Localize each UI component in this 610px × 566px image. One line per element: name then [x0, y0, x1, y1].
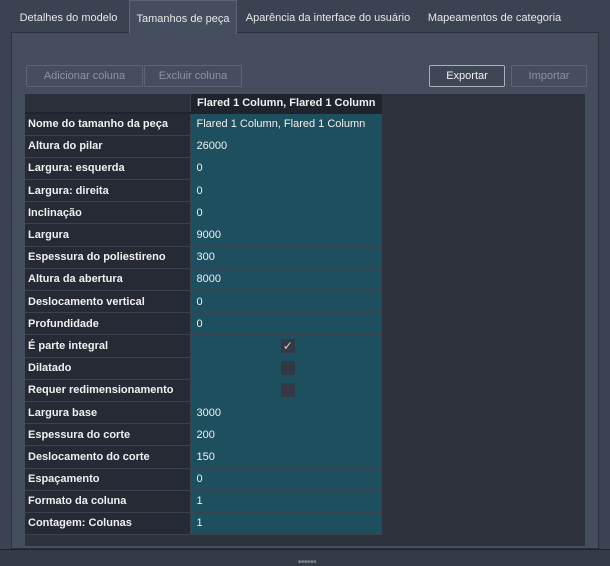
row-value[interactable]: 0 — [190, 290, 382, 314]
table-row: Nome do tamanho da peça Flared 1 Column, … — [25, 113, 382, 136]
row-value[interactable] — [190, 357, 382, 380]
checkbox-icon[interactable] — [280, 361, 295, 376]
table-row: Largura: esquerda 0 — [25, 157, 382, 181]
tab-category-mappings[interactable]: Mapeamentos de categoria — [427, 12, 562, 24]
row-label: Formato da coluna — [25, 490, 191, 513]
row-value[interactable]: 1 — [190, 512, 382, 536]
row-label: Largura: esquerda — [25, 157, 191, 181]
table-row: Formato da coluna 1 — [25, 490, 382, 513]
row-value[interactable]: ✓ — [190, 334, 382, 358]
row-value[interactable]: 9000 — [190, 223, 382, 247]
row-value[interactable]: 200 — [190, 423, 382, 447]
table-row: Deslocamento vertical 0 — [25, 290, 382, 314]
table-row: Altura da abertura 8000 — [25, 268, 382, 292]
row-value[interactable]: 26000 — [190, 135, 382, 158]
row-label: Requer redimensionamento — [25, 379, 191, 402]
row-value[interactable] — [190, 379, 382, 402]
row-value[interactable]: Flared 1 Column, Flared 1 Column — [190, 113, 382, 136]
row-label: Altura da abertura — [25, 268, 191, 292]
table-row: Largura base 3000 — [25, 401, 382, 425]
table-row: Largura: direita 0 — [25, 179, 382, 203]
properties-grid: Flared 1 Column, Flared 1 Column Nome do… — [25, 94, 585, 546]
table-row: Altura do pilar 26000 — [25, 135, 382, 158]
row-label: Espessura do poliestireno — [25, 246, 191, 269]
row-value[interactable]: 1 — [190, 490, 382, 513]
row-label: Deslocamento do corte — [25, 445, 191, 469]
table-row: Espaçamento 0 — [25, 468, 382, 491]
row-label: Espessura do corte — [25, 423, 191, 447]
row-value[interactable]: 3000 — [190, 401, 382, 425]
table-row: Espessura do poliestireno 300 — [25, 246, 382, 269]
table-row: Espessura do corte 200 — [25, 423, 382, 447]
table-row: Profundidade 0 — [25, 312, 382, 336]
import-button[interactable]: Importar — [511, 65, 587, 87]
row-value[interactable]: 300 — [190, 246, 382, 269]
delete-column-button[interactable]: Excluir coluna — [144, 65, 242, 87]
tab-ui-appearance[interactable]: Aparência da interface do usuário — [245, 12, 411, 24]
table-row: Dilatado — [25, 357, 382, 380]
table-row: Largura 9000 — [25, 223, 382, 247]
row-label: Largura — [25, 223, 191, 247]
row-label: Dilatado — [25, 357, 191, 380]
add-column-button[interactable]: Adicionar coluna — [26, 65, 143, 87]
table-row: Deslocamento do corte 150 — [25, 445, 382, 469]
tab-part-sizes[interactable]: Tamanhos de peça — [129, 0, 237, 34]
row-label: Profundidade — [25, 312, 191, 336]
export-button[interactable]: Exportar — [429, 65, 505, 87]
table-row: Contagem: Colunas 1 — [25, 512, 382, 536]
row-label: Inclinação — [25, 201, 191, 225]
row-label: Nome do tamanho da peça — [25, 113, 191, 136]
row-value[interactable]: 0 — [190, 157, 382, 181]
row-value[interactable]: 0 — [190, 201, 382, 225]
table-row: É parte integral ✓ — [25, 334, 382, 358]
row-value[interactable]: 0 — [190, 468, 382, 491]
row-label: Espaçamento — [25, 468, 191, 491]
checkbox-icon[interactable] — [280, 383, 295, 398]
row-label: Largura: direita — [25, 179, 191, 203]
tab-model-details[interactable]: Detalhes do modelo — [19, 12, 118, 24]
row-label: Largura base — [25, 401, 191, 425]
row-value[interactable]: 0 — [190, 312, 382, 336]
tab-panel: Adicionar coluna Excluir coluna Exportar… — [11, 32, 599, 549]
corner-header — [25, 94, 191, 114]
row-value[interactable]: 150 — [190, 445, 382, 469]
row-label: É parte integral — [25, 334, 191, 358]
resize-grip-icon[interactable]: ■■■■■■ — [298, 559, 317, 565]
row-label: Contagem: Colunas — [25, 512, 191, 536]
row-label: Deslocamento vertical — [25, 290, 191, 314]
table-row: Requer redimensionamento — [25, 379, 382, 402]
table-row: Inclinação 0 — [25, 201, 382, 225]
row-label: Altura do pilar — [25, 135, 191, 158]
row-value[interactable]: 8000 — [190, 268, 382, 292]
column-header[interactable]: Flared 1 Column, Flared 1 Column — [190, 94, 382, 114]
status-strip — [0, 549, 610, 566]
tab-bar: Detalhes do modelo Tamanhos de peça Apar… — [8, 0, 578, 34]
checkbox-checked-icon[interactable]: ✓ — [280, 338, 295, 353]
row-value[interactable]: 0 — [190, 179, 382, 203]
